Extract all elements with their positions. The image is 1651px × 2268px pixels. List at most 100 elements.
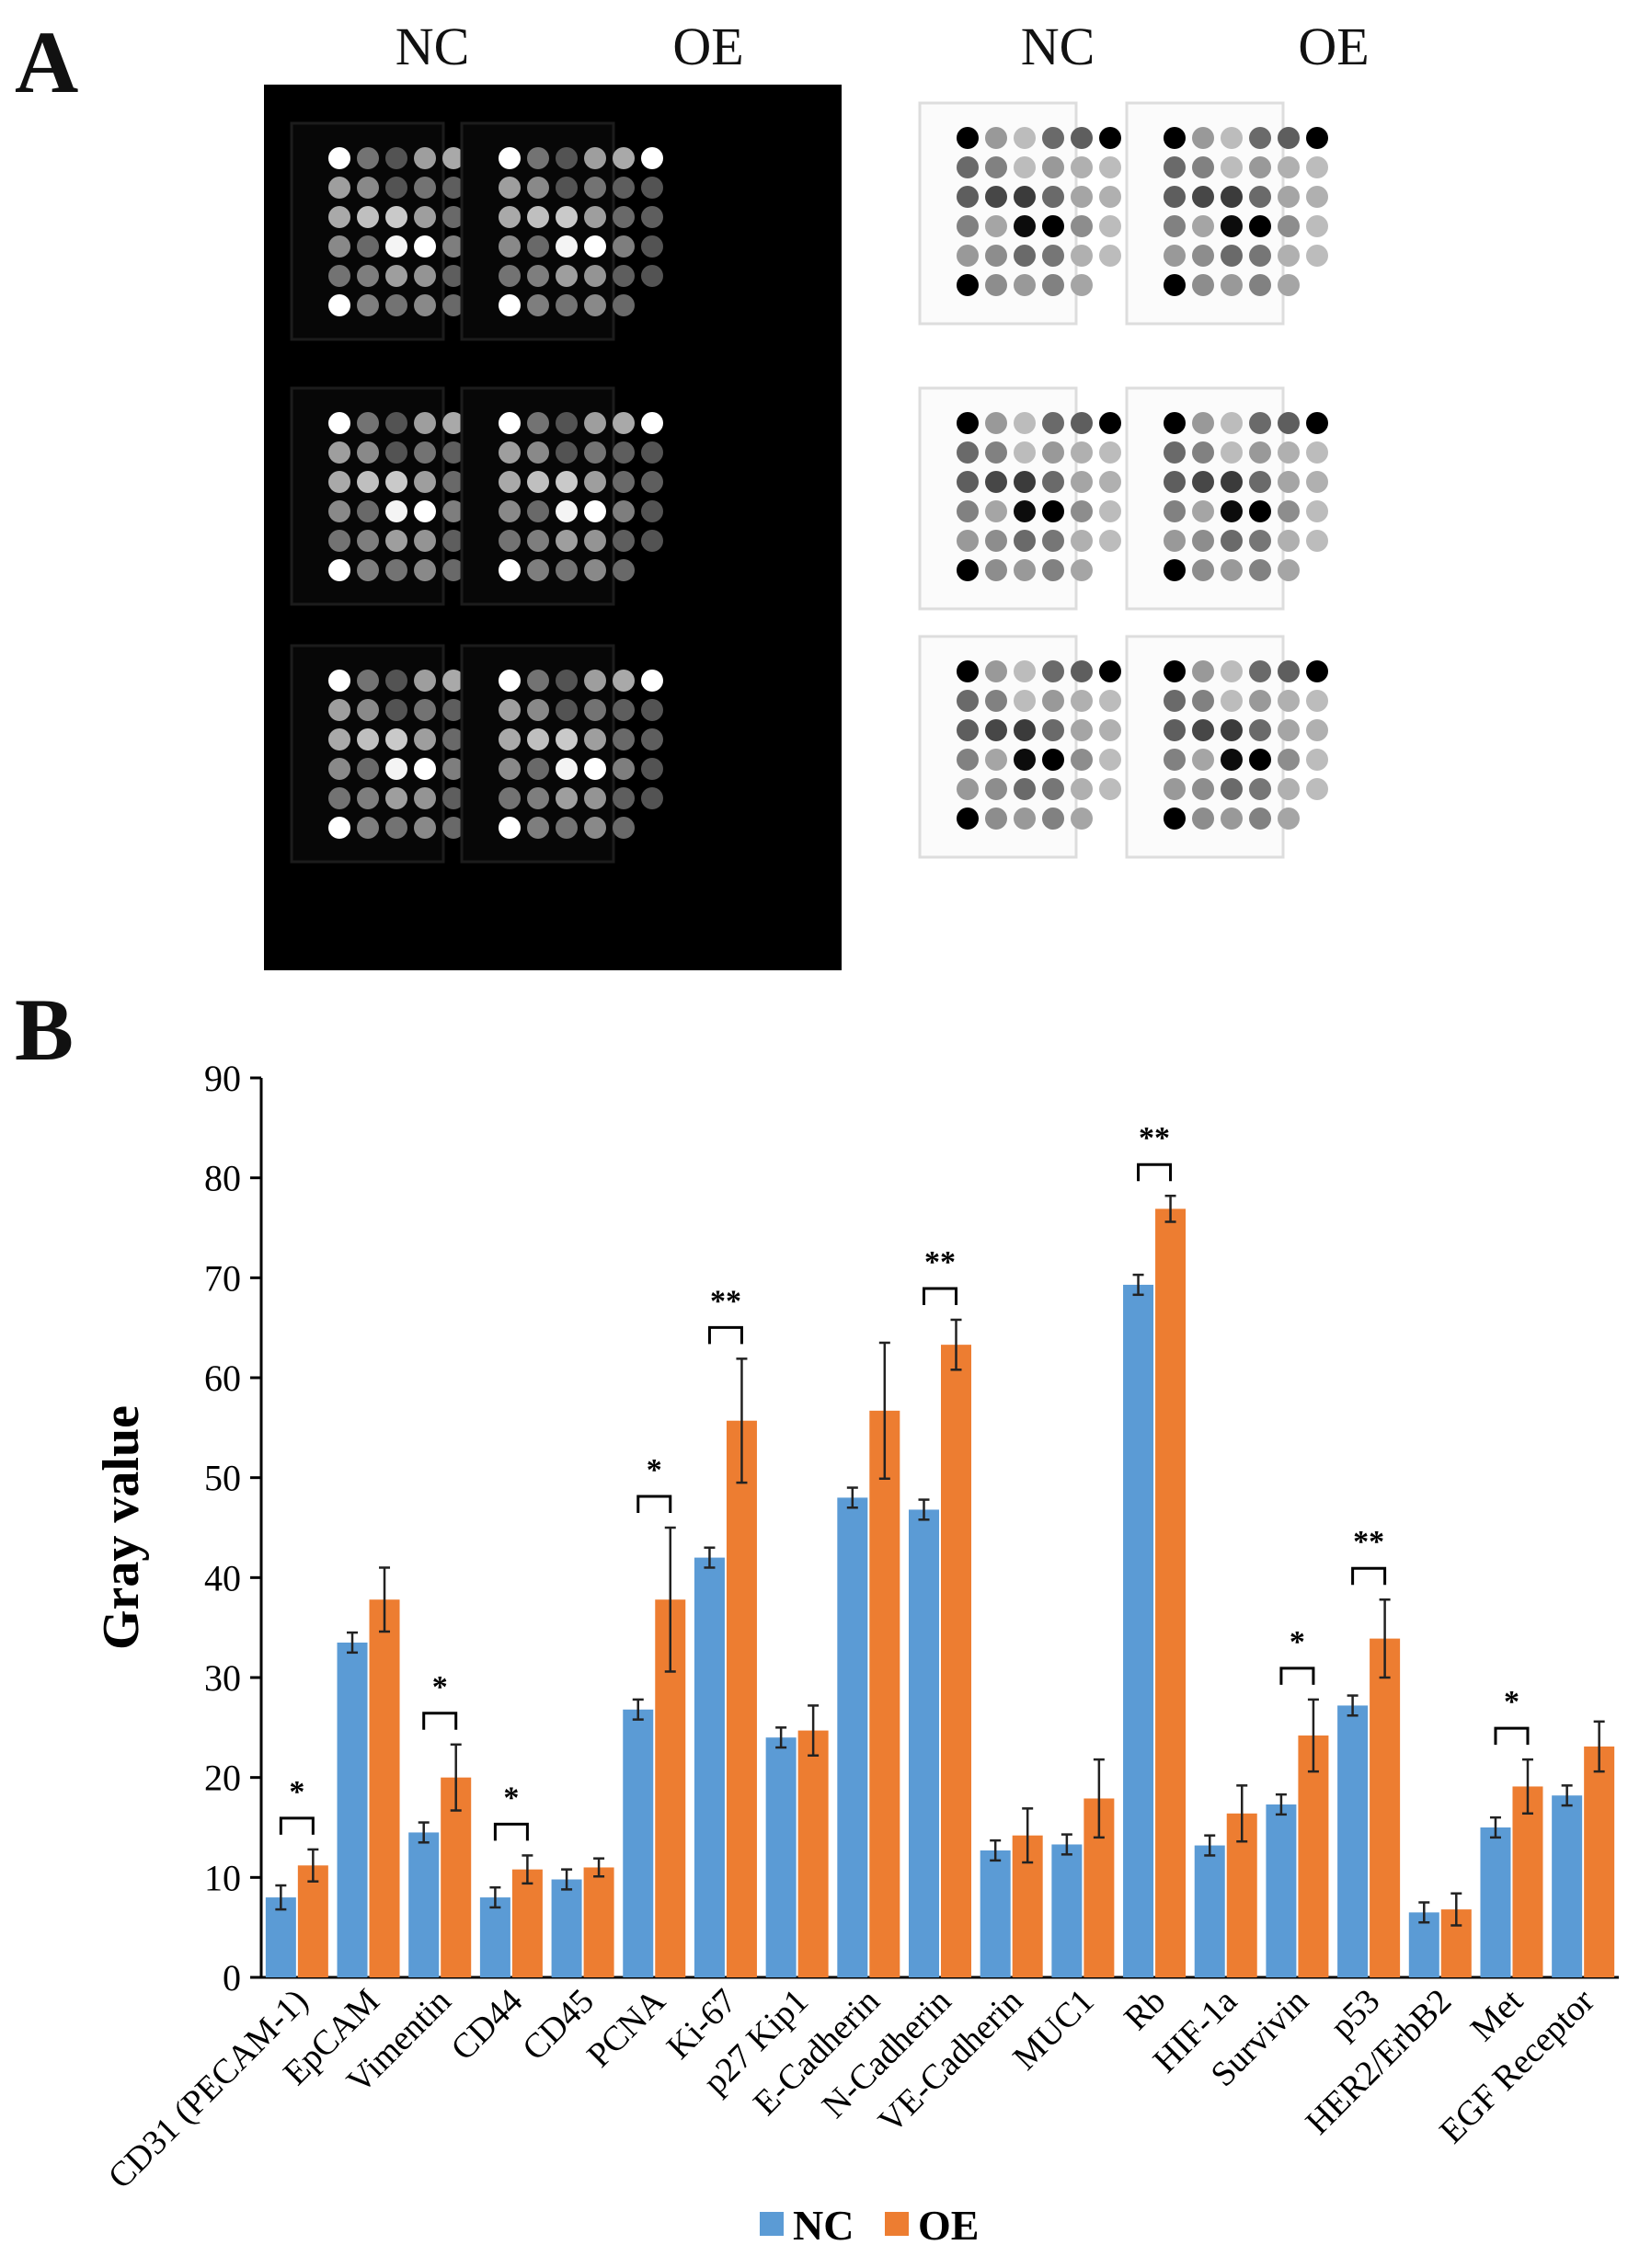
blot-spot — [1278, 215, 1300, 237]
blot-spot — [357, 758, 379, 780]
blot-spot — [1306, 156, 1328, 178]
blot-spot — [957, 274, 979, 296]
blot-spot — [442, 294, 464, 316]
blot-spot — [1306, 215, 1328, 237]
blot-column-label-nc-light: NC — [1020, 17, 1095, 76]
blot-spot — [1071, 500, 1093, 522]
blot-spot — [1014, 186, 1036, 208]
bar-nc — [1123, 1284, 1154, 1977]
blot-spot — [1164, 441, 1186, 464]
blot-spot — [985, 274, 1007, 296]
blot-spot — [442, 500, 464, 522]
blot-spot — [1042, 441, 1064, 464]
blot-spot — [985, 441, 1007, 464]
y-tick-label: 80 — [204, 1158, 241, 1199]
blot-spot — [1249, 778, 1271, 800]
blot-spot — [641, 235, 663, 258]
blot-spot — [328, 670, 350, 692]
blot-spot — [1249, 412, 1271, 434]
blot-spot — [957, 156, 979, 178]
blot-spot — [1278, 500, 1300, 522]
significance-bracket — [1137, 1163, 1173, 1182]
blot-spot — [328, 412, 350, 434]
blot-spot — [1221, 441, 1243, 464]
bar-oe — [1298, 1735, 1329, 1977]
y-tick-label: 20 — [204, 1758, 241, 1799]
blot-spot — [357, 787, 379, 809]
blot-spot — [328, 530, 350, 552]
blot-spot — [1221, 559, 1243, 581]
blot-spot — [1192, 660, 1214, 682]
blot-spot — [1099, 690, 1121, 712]
blot-spot — [1042, 156, 1064, 178]
blot-spot — [357, 471, 379, 493]
blot-spot — [1099, 245, 1121, 267]
blot-spot — [527, 294, 549, 316]
blot-spot — [1221, 186, 1243, 208]
blot-spot — [1071, 156, 1093, 178]
bar-nc — [551, 1879, 582, 1977]
blot-spot — [556, 530, 578, 552]
blot-spot — [385, 817, 407, 839]
significance-marker: ** — [1353, 1525, 1384, 1559]
blot-spot — [1099, 127, 1121, 149]
dark-blot-array — [290, 121, 663, 864]
blot-spot — [1164, 186, 1186, 208]
x-tick-label: PCNA — [579, 1981, 673, 2075]
blot-spot — [1192, 127, 1214, 149]
blot-spot — [499, 265, 521, 287]
blot-spot — [328, 235, 350, 258]
blot-spot — [1249, 274, 1271, 296]
significance-bracket — [636, 1495, 672, 1513]
blot-spot — [1306, 186, 1328, 208]
blot-spot — [414, 441, 436, 464]
blot-spot — [613, 441, 635, 464]
blot-spot — [613, 177, 635, 199]
blot-spot — [414, 294, 436, 316]
blot-spot — [641, 699, 663, 721]
blot-spot — [442, 559, 464, 581]
blot-spot — [957, 690, 979, 712]
blot-spot — [1249, 559, 1271, 581]
blot-spot — [527, 758, 549, 780]
blot-spot — [957, 471, 979, 493]
blot-spot — [1249, 660, 1271, 682]
bar-nc — [408, 1832, 440, 1977]
light-blot-array — [918, 101, 1328, 859]
blot-spot — [1071, 660, 1093, 682]
blot-spot — [1278, 690, 1300, 712]
blot-spot — [385, 206, 407, 228]
blot-spot — [1164, 127, 1186, 149]
blot-spot — [357, 235, 379, 258]
blot-spot — [385, 559, 407, 581]
significance-bracket — [1351, 1566, 1387, 1586]
blot-spot — [641, 471, 663, 493]
blot-spot — [1221, 808, 1243, 830]
blot-spot — [385, 147, 407, 169]
blot-spot — [1249, 500, 1271, 522]
blot-spot — [1192, 719, 1214, 741]
blot-spot — [613, 235, 635, 258]
blot-spot — [1042, 808, 1064, 830]
gray-value-bar-chart: Gray value 0 10 20 30 40 50 60 70 80 90 CD31 (PECA… — [93, 1058, 1619, 2249]
blot-spot — [985, 245, 1007, 267]
blot-spot — [527, 699, 549, 721]
blot-spot — [357, 294, 379, 316]
blot-spot — [613, 670, 635, 692]
chemiluminescence-blot-panel — [264, 85, 842, 970]
y-tick-label: 30 — [204, 1657, 241, 1699]
bar-nc — [1552, 1795, 1583, 1977]
blot-spot — [442, 758, 464, 780]
blot-spot — [1221, 245, 1243, 267]
blot-spot — [556, 758, 578, 780]
blot-spot — [1192, 808, 1214, 830]
blot-spot — [613, 530, 635, 552]
chart-legend: NC OE — [760, 2202, 979, 2249]
blot-spot — [1306, 441, 1328, 464]
blot-spot — [1278, 778, 1300, 800]
blot-spot — [328, 177, 350, 199]
blot-spot — [1014, 500, 1036, 522]
blot-spot — [985, 127, 1007, 149]
blot-spot — [1099, 778, 1121, 800]
blot-spot — [1306, 500, 1328, 522]
